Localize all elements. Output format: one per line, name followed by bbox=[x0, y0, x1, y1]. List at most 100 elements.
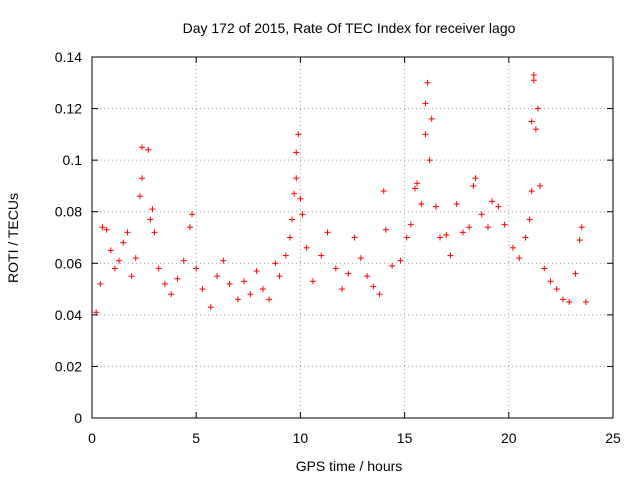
data-point bbox=[272, 260, 279, 267]
data-point bbox=[297, 195, 304, 202]
data-point bbox=[364, 273, 371, 280]
x-tick-label: 25 bbox=[605, 430, 621, 446]
x-axis-label: GPS time / hours bbox=[296, 458, 403, 474]
data-point bbox=[459, 229, 466, 236]
y-tick-label: 0.08 bbox=[55, 204, 82, 220]
data-point bbox=[332, 265, 339, 272]
y-tick-label: 0.14 bbox=[55, 49, 82, 65]
data-point bbox=[428, 115, 435, 122]
data-point bbox=[303, 244, 310, 251]
data-point bbox=[528, 188, 535, 195]
data-point bbox=[572, 270, 579, 277]
data-point bbox=[151, 229, 158, 236]
y-tick-label: 0.1 bbox=[63, 152, 83, 168]
data-points bbox=[93, 72, 589, 316]
x-tick-label: 20 bbox=[501, 430, 517, 446]
data-point bbox=[351, 234, 358, 241]
data-point bbox=[484, 224, 491, 231]
data-point bbox=[120, 239, 127, 246]
data-point bbox=[289, 216, 296, 223]
data-point bbox=[376, 291, 383, 298]
y-axis-label: ROTI / TECUs bbox=[5, 193, 21, 283]
y-tick-label: 0.02 bbox=[55, 358, 82, 374]
data-point bbox=[526, 216, 533, 223]
data-point bbox=[128, 273, 135, 280]
data-point bbox=[291, 190, 298, 197]
data-point bbox=[576, 237, 583, 244]
data-point bbox=[370, 283, 377, 290]
data-point bbox=[147, 216, 154, 223]
plot-frame bbox=[91, 56, 614, 419]
data-point bbox=[437, 234, 444, 241]
data-point bbox=[426, 157, 433, 164]
data-point bbox=[407, 221, 414, 228]
data-point bbox=[495, 203, 502, 210]
data-point bbox=[189, 211, 196, 218]
data-point bbox=[253, 268, 260, 275]
data-point bbox=[357, 255, 364, 262]
data-point bbox=[389, 262, 396, 269]
data-point bbox=[293, 175, 300, 182]
data-point bbox=[534, 105, 541, 112]
data-point bbox=[99, 224, 106, 231]
data-point bbox=[145, 146, 152, 153]
data-point bbox=[234, 296, 241, 303]
data-point bbox=[397, 257, 404, 264]
data-point bbox=[161, 280, 168, 287]
data-point bbox=[286, 234, 293, 241]
data-point bbox=[489, 198, 496, 205]
data-point bbox=[414, 180, 421, 187]
data-point bbox=[422, 100, 429, 107]
data-point bbox=[443, 231, 450, 238]
data-point bbox=[418, 200, 425, 207]
data-point bbox=[199, 286, 206, 293]
data-point bbox=[207, 304, 214, 311]
data-point bbox=[97, 280, 104, 287]
data-point bbox=[403, 234, 410, 241]
x-tick-label: 10 bbox=[293, 430, 309, 446]
data-point bbox=[382, 226, 389, 233]
data-point bbox=[266, 296, 273, 303]
data-point bbox=[174, 275, 181, 282]
data-point bbox=[318, 252, 325, 259]
data-point bbox=[136, 193, 143, 200]
data-point bbox=[532, 126, 539, 133]
grid-lines bbox=[92, 57, 613, 418]
data-point bbox=[447, 252, 454, 259]
data-point bbox=[453, 200, 460, 207]
data-point bbox=[553, 286, 560, 293]
data-point bbox=[422, 131, 429, 138]
data-point bbox=[478, 211, 485, 218]
data-point bbox=[509, 244, 516, 251]
data-point bbox=[180, 257, 187, 264]
y-tick-label: 0.12 bbox=[55, 101, 82, 117]
data-point bbox=[139, 144, 146, 151]
data-point bbox=[168, 291, 175, 298]
data-point bbox=[220, 257, 227, 264]
data-point bbox=[186, 224, 193, 231]
data-point bbox=[528, 118, 535, 125]
data-point bbox=[139, 175, 146, 182]
data-point bbox=[466, 224, 473, 231]
data-point bbox=[282, 252, 289, 259]
data-point bbox=[582, 298, 589, 305]
data-point bbox=[530, 72, 537, 79]
data-point bbox=[247, 291, 254, 298]
data-point bbox=[155, 265, 162, 272]
data-point bbox=[345, 270, 352, 277]
data-point bbox=[559, 296, 566, 303]
data-point bbox=[107, 247, 114, 254]
data-point bbox=[566, 298, 573, 305]
data-point bbox=[124, 229, 131, 236]
data-point bbox=[132, 255, 139, 262]
data-point bbox=[214, 273, 221, 280]
data-point bbox=[309, 278, 316, 285]
data-point bbox=[547, 278, 554, 285]
data-point bbox=[472, 175, 479, 182]
data-point bbox=[432, 203, 439, 210]
data-point bbox=[93, 309, 100, 316]
data-point bbox=[295, 131, 302, 138]
data-point bbox=[299, 211, 306, 218]
y-tick-label: 0.04 bbox=[55, 307, 82, 323]
